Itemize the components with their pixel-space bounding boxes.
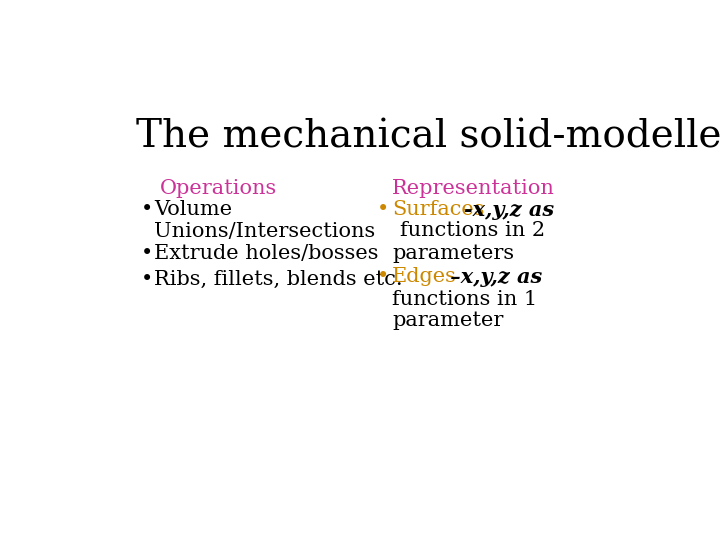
Text: Ribs, fillets, blends etc.: Ribs, fillets, blends etc.	[154, 271, 403, 289]
Text: parameter: parameter	[392, 311, 503, 330]
Text: •: •	[140, 200, 153, 219]
Text: Surfaces: Surfaces	[392, 200, 485, 219]
Text: –x,y,z as: –x,y,z as	[443, 267, 541, 287]
Text: Operations: Operations	[160, 179, 277, 198]
Text: Edges: Edges	[392, 267, 457, 286]
Text: -​x,y,z as: -​x,y,z as	[464, 200, 554, 220]
Text: Extrude holes/bosses: Extrude holes/bosses	[154, 244, 379, 263]
Text: •: •	[377, 200, 389, 219]
Text: Representation: Representation	[392, 179, 555, 198]
Text: Volume
Unions/Intersections: Volume Unions/Intersections	[154, 200, 376, 240]
Text: parameters: parameters	[392, 244, 514, 263]
Text: •: •	[377, 267, 389, 286]
Text: •: •	[140, 271, 153, 289]
Text: The mechanical solid-modeller: The mechanical solid-modeller	[137, 119, 720, 156]
Text: •: •	[140, 244, 153, 263]
Text: functions in 1: functions in 1	[392, 291, 538, 309]
Text: functions in 2: functions in 2	[400, 221, 545, 240]
